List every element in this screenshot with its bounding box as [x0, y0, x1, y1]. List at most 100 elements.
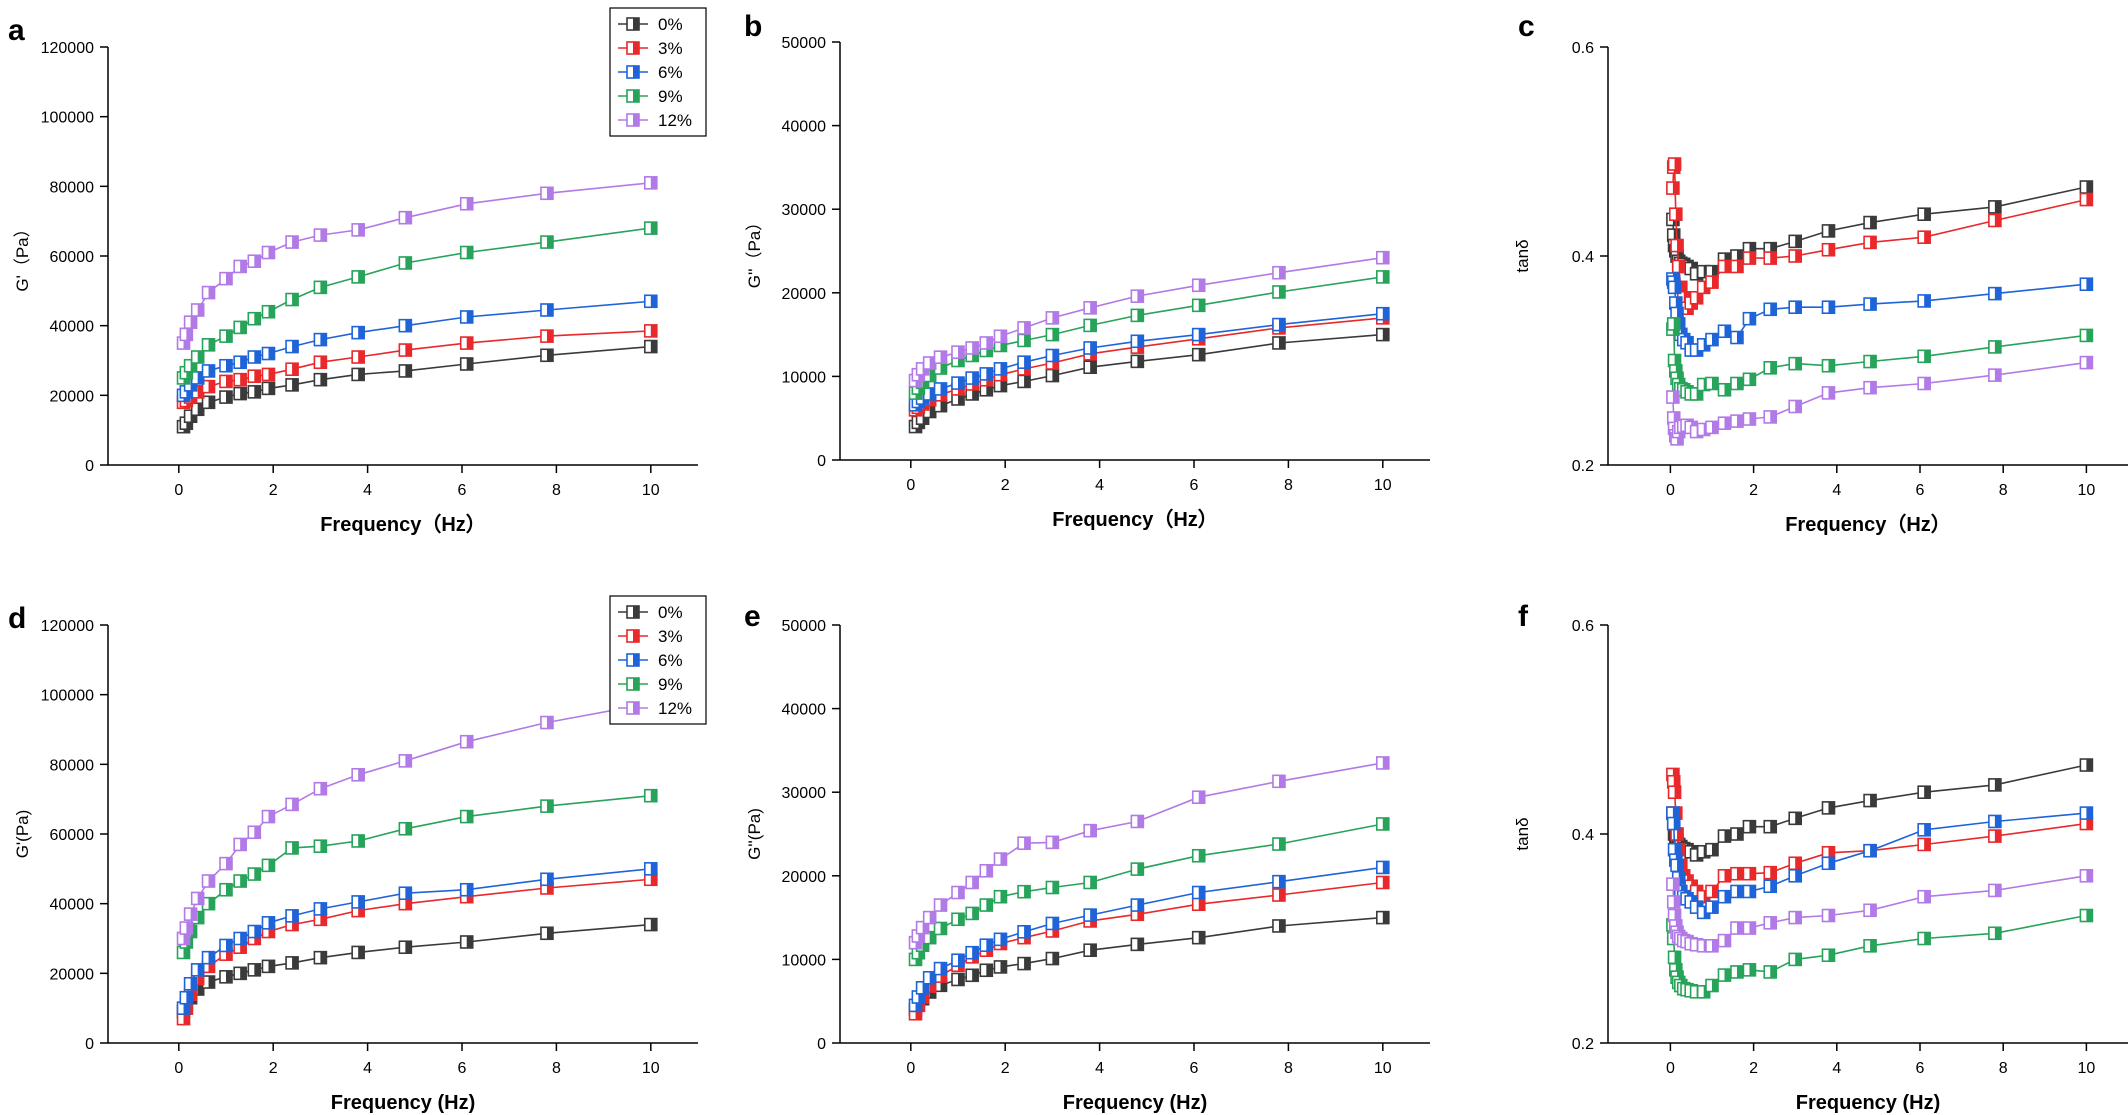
x-tick-label: 10 [1374, 1060, 1392, 1077]
data-point-fill [1795, 869, 1802, 882]
data-point-fill [1278, 285, 1285, 298]
data-point-fill [650, 176, 657, 189]
y-tick-label: 20000 [782, 869, 827, 886]
series-12% [176, 696, 658, 946]
data-point-fill [268, 925, 275, 938]
data-point-fill [292, 340, 299, 353]
data-point-fill [1828, 386, 1835, 399]
data-point-fill [1137, 815, 1144, 828]
data-point-fill [1052, 924, 1059, 937]
data-point-fill [226, 272, 232, 285]
data-point-fill [1382, 756, 1389, 769]
y-tick-label: 40000 [50, 319, 95, 336]
panel-d: d 0 2 4 6 8 10 0 20000 40000 60000 80000 100000 12000… [8, 595, 707, 1114]
data-point-fill [918, 929, 925, 942]
series-0% [176, 339, 658, 434]
data-point-fill [1870, 216, 1877, 229]
data-point-fill [2086, 759, 2093, 772]
data-point-fill [226, 330, 232, 343]
data-point-fill [1672, 182, 1679, 195]
data-point-fill [197, 892, 204, 905]
y-axis-title: G'（Pa） [13, 220, 32, 291]
legend-marker-fill [633, 654, 639, 666]
data-point-fill [1672, 768, 1679, 781]
data-point-fill [1712, 885, 1718, 898]
legend-label: 6% [658, 63, 683, 82]
y-axis-title: G'(Pa) [13, 810, 32, 859]
data-point-fill [268, 368, 275, 381]
data-point-fill [1828, 909, 1835, 922]
data-point-fill [1680, 281, 1687, 294]
y-tick-label: 20000 [50, 966, 95, 983]
data-point-fill [1090, 301, 1097, 314]
data-point-fill [1090, 876, 1097, 889]
series-line [182, 794, 651, 953]
data-point-fill [186, 366, 193, 379]
data-point-fill [1673, 775, 1680, 788]
data-point-fill [1749, 963, 1756, 976]
data-point-fill [183, 1002, 190, 1015]
y-tick-label: 30000 [782, 785, 827, 802]
data-point-fill [2086, 181, 2093, 194]
data-point-fill [292, 918, 299, 931]
data-point-fill [292, 363, 299, 376]
x-tick-label: 2 [269, 482, 278, 499]
data-point-fill [226, 359, 232, 372]
data-point-fill [268, 382, 275, 395]
data-point-fill [292, 293, 299, 306]
y-tick-label: 0 [817, 453, 826, 470]
data-point-fill [1770, 916, 1777, 929]
data-point-fill [1770, 965, 1777, 978]
data-point-fill [1770, 880, 1777, 893]
data-point-fill [320, 913, 327, 926]
data-point-fill [1724, 830, 1731, 843]
data-point-fill [1749, 252, 1756, 265]
data-point-fill [1673, 411, 1680, 424]
y-tick-label: 60000 [50, 249, 95, 266]
series-3% [908, 311, 1390, 417]
y-tick-label: 0.6 [1572, 40, 1594, 57]
data-point-fill [1724, 325, 1731, 338]
x-tick-label: 0 [1666, 1060, 1675, 1077]
panel-letter: f [1518, 600, 1529, 633]
x-tick-label: 0 [174, 1060, 183, 1077]
data-point-fill [1090, 319, 1097, 332]
data-point-fill [292, 909, 299, 922]
series-line [182, 878, 651, 1019]
data-point-fill [190, 908, 197, 921]
data-point-fill [1770, 303, 1777, 316]
data-point-fill [1736, 922, 1743, 935]
data-point-fill [1677, 307, 1684, 320]
data-point-fill [972, 876, 979, 889]
data-point-fill [1712, 333, 1718, 346]
data-point-fill [1674, 951, 1681, 964]
data-point-fill [1382, 270, 1389, 283]
panel-c: c 0 2 4 6 8 10 0.2 0.4 0.6 Frequency（Hz） tanδ [1513, 10, 2128, 536]
data-point-fill [929, 387, 936, 400]
data-point-fill [1994, 340, 2001, 353]
data-point-fill [1382, 817, 1389, 830]
data-point-fill [1994, 369, 2001, 382]
data-point-fill [2086, 193, 2093, 206]
data-point-fill [1795, 857, 1802, 870]
y-tick-label: 0.6 [1572, 618, 1594, 635]
series-6% [908, 306, 1390, 412]
panel-a: a 0 2 4 6 8 10 0 20000 40000 60000 80000 100000 12000… [8, 7, 707, 536]
data-point-fill [405, 211, 412, 224]
data-point-fill [2086, 278, 2093, 291]
data-point-fill [466, 310, 473, 323]
data-point-fill [972, 387, 979, 400]
x-tick-label: 6 [458, 482, 467, 499]
data-point-fill [1770, 242, 1777, 255]
data-point-fill [1924, 838, 1931, 851]
data-point-fill [1724, 890, 1731, 903]
data-point-fill [405, 256, 412, 269]
data-point-fill [466, 357, 473, 370]
data-point-fill [1673, 817, 1680, 830]
x-tick-label: 6 [1916, 482, 1925, 499]
data-point-fill [292, 236, 299, 249]
data-point-fill [1870, 298, 1877, 311]
data-point-fill [1198, 299, 1205, 312]
x-tick-label: 8 [1999, 1060, 2008, 1077]
y-tick-label: 120000 [41, 40, 94, 57]
